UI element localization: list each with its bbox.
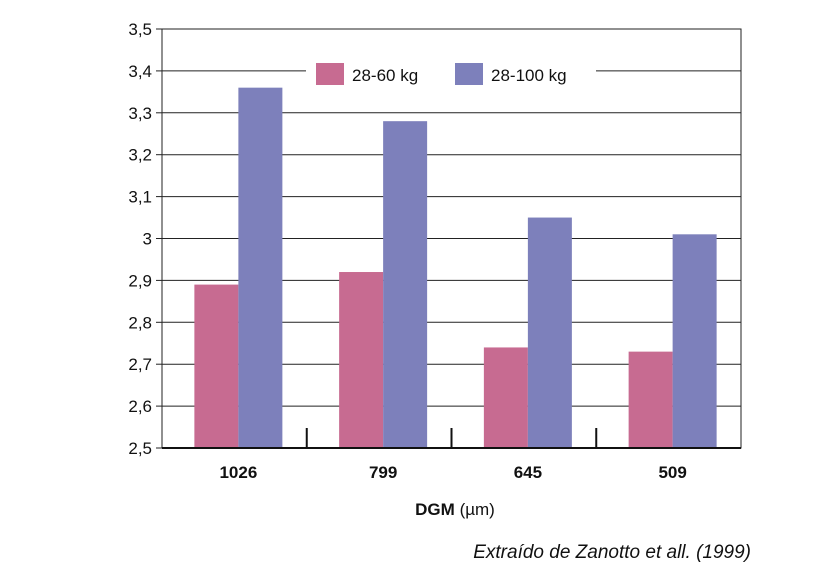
legend-box — [306, 55, 596, 93]
x-category-label: 1026 — [219, 463, 257, 482]
bar-series-2 — [672, 234, 717, 448]
y-tick-label: 3,2 — [128, 146, 152, 165]
x-axis-title-unit: (µm) — [459, 500, 495, 519]
y-tick-label: 2,5 — [128, 439, 152, 458]
bar-series-1 — [628, 351, 673, 448]
y-tick-label: 3 — [143, 230, 152, 249]
bar-series-1 — [339, 272, 384, 448]
x-axis-title-bold: DGM — [415, 500, 455, 519]
source-note: Extraído de Zanotto et all. (1999) — [473, 542, 751, 563]
y-tick-label: 2,6 — [128, 397, 152, 416]
x-category-label: 509 — [658, 463, 686, 482]
legend-swatch — [455, 63, 483, 85]
bar-series-2 — [238, 87, 283, 448]
bar-series-1 — [194, 284, 239, 448]
bar-series-1 — [483, 347, 528, 448]
y-tick-label: 2,9 — [128, 271, 152, 290]
bar-series-2 — [527, 217, 572, 448]
legend-label: 28-60 kg — [352, 66, 418, 85]
y-tick-label: 3,3 — [128, 104, 152, 123]
y-tick-label: 3,5 — [128, 20, 152, 39]
x-category-label: 799 — [369, 463, 397, 482]
y-tick-label: 2,7 — [128, 355, 152, 374]
legend-label: 28-100 kg — [491, 66, 567, 85]
y-tick-label: 2,8 — [128, 313, 152, 332]
y-tick-label: 3,1 — [128, 188, 152, 207]
y-tick-label: 3,4 — [128, 62, 152, 81]
x-axis-title: DGM (µm) — [330, 500, 580, 520]
x-category-label: 645 — [514, 463, 542, 482]
legend-swatch — [316, 63, 344, 85]
bar-series-2 — [383, 121, 428, 449]
